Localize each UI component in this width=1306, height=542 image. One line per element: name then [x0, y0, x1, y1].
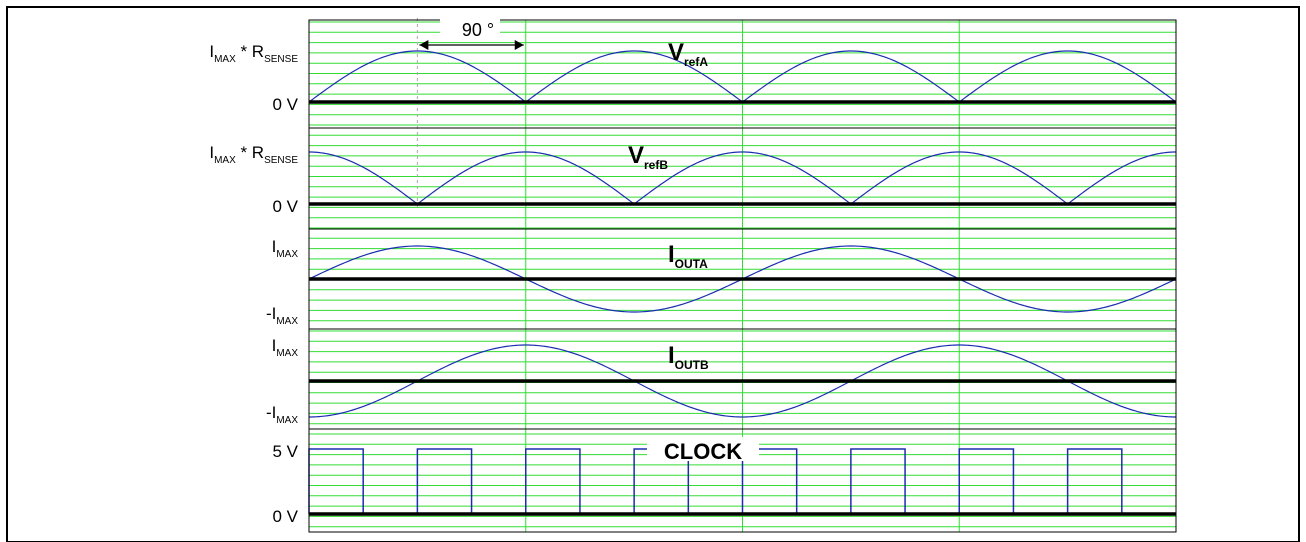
ioutB-wave — [308, 344, 1177, 418]
outer-frame — [6, 6, 1300, 542]
phase-arrow-left-head — [419, 40, 429, 50]
y-label-top: IMAX — [272, 336, 299, 359]
vrefB-wave — [308, 151, 1177, 205]
vrefB-title: VrefB — [628, 142, 668, 172]
y-label-bottom: -IMAX — [266, 304, 298, 327]
y-label-bottom: 0 V — [272, 197, 298, 216]
y-label-top: IMAX * RSENSE — [209, 143, 298, 166]
phase-annotation: 90 ° — [462, 20, 494, 40]
y-label-top: 5 V — [272, 442, 298, 461]
clock-title: CLOCK — [664, 439, 742, 464]
panel-frame — [308, 428, 1177, 533]
y-label-bottom: -IMAX — [266, 403, 298, 426]
y-label-top: IMAX * RSENSE — [209, 42, 298, 65]
y-label-bottom: 0 V — [272, 507, 298, 526]
clock-title-bg — [647, 437, 759, 461]
label-layer: IMAX * RSENSE 0 V IMAX * RSENSE 0 V IMAX -IMA… — [209, 19, 759, 526]
ioutB-title: IOUTB — [668, 342, 709, 372]
grid-layer — [308, 18, 1176, 532]
phase-arrow-right-head — [514, 40, 524, 50]
y-label-top: IMAX — [272, 237, 299, 260]
panel-frames — [308, 19, 1177, 533]
vrefA-title: VrefA — [668, 39, 708, 69]
phase-annotation-bg — [440, 19, 500, 41]
ioutA-title: IOUTA — [668, 241, 708, 271]
y-label-bottom: 0 V — [272, 95, 298, 114]
